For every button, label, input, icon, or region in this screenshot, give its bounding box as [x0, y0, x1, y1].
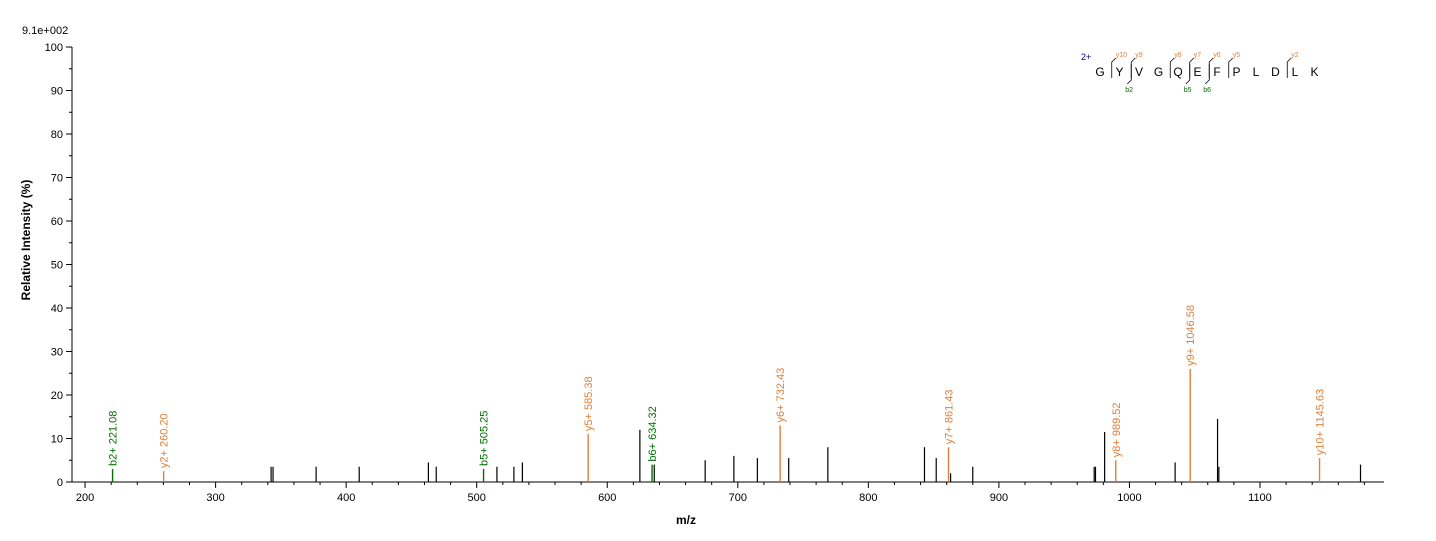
- x-tick-label: 900: [990, 492, 1008, 504]
- peak-label: y9+ 1046.58: [1185, 305, 1197, 366]
- peak-label: b2+ 221.08: [108, 411, 120, 466]
- charge-state: 2+: [1081, 52, 1091, 62]
- y-tick-label: 70: [51, 173, 63, 185]
- peak-label: y6+ 732.43: [775, 368, 787, 423]
- y-ion-label: y10: [1116, 52, 1127, 59]
- peak-label: y7+ 861.43: [944, 389, 956, 444]
- y-tick-label: 10: [51, 434, 63, 446]
- y-ion-label: y8: [1174, 52, 1182, 59]
- sequence-residue: Y: [1115, 65, 1123, 79]
- y-ion-bracket: [1169, 57, 1175, 78]
- y-ion-bracket: [1286, 57, 1292, 78]
- sequence-residue: G: [1095, 65, 1104, 79]
- x-tick-label: 800: [859, 492, 877, 504]
- peak-label: y8+ 989.52: [1111, 403, 1123, 458]
- x-tick-label: 500: [468, 492, 486, 504]
- sequence-residue: L: [1253, 65, 1260, 79]
- sequence-residue: L: [1292, 65, 1299, 79]
- peak-labels: b2+ 221.08 y2+ 260.20 b5+ 505.25 y5+ 585.38…: [108, 305, 1327, 468]
- spectrum-peaks: [111, 368, 1362, 482]
- sequence-residue: G: [1154, 65, 1163, 79]
- b-ion-bracket: [1185, 64, 1191, 85]
- y-ion-bracket: [1111, 57, 1117, 78]
- peak-label: y10+ 1145.63: [1315, 389, 1327, 455]
- axis-ticks: 200 300 400 500 600 700 800 900 1000 1100 0 10 20 30 4…: [45, 42, 1365, 504]
- peak-label: b6+ 634.32: [647, 406, 659, 461]
- x-tick-label: 700: [729, 492, 747, 504]
- intensity-scale-label: 9.1e+002: [22, 25, 68, 37]
- b-ion-label: b5: [1184, 87, 1192, 94]
- y-ion-bracket: [1228, 57, 1234, 78]
- x-tick-label: 200: [76, 492, 94, 504]
- b-ion-label: b2: [1125, 87, 1133, 94]
- y-ion-label: y6: [1213, 52, 1221, 59]
- y-tick-label: 20: [51, 390, 63, 402]
- x-tick-label: 400: [337, 492, 355, 504]
- y-ion-label: y9: [1135, 52, 1143, 59]
- y-tick-label: 40: [51, 303, 63, 315]
- sequence-residue: E: [1193, 65, 1201, 79]
- y-ion-label: y7: [1194, 52, 1202, 59]
- b-ion-bracket: [1204, 64, 1210, 85]
- peak-label: y5+ 585.38: [583, 376, 595, 431]
- peak-label: y2+ 260.20: [159, 413, 171, 468]
- sequence-residue: Q: [1173, 65, 1182, 79]
- sequence-residue: V: [1135, 65, 1143, 79]
- y-tick-label: 100: [45, 42, 63, 54]
- x-axis-title: m/z: [676, 513, 696, 527]
- sequence-residue: K: [1310, 65, 1318, 79]
- sequence-residue: F: [1213, 65, 1220, 79]
- y-ion-label: y5: [1233, 52, 1241, 59]
- sequence-residue: D: [1271, 65, 1280, 79]
- y-ion-label: y2: [1291, 52, 1299, 59]
- y-tick-label: 0: [57, 477, 63, 489]
- peak-label: b5+ 505.25: [479, 411, 491, 466]
- sequence-residue: P: [1232, 65, 1240, 79]
- b-ion-bracket: [1126, 64, 1132, 85]
- y-tick-label: 90: [51, 86, 63, 98]
- b-ion-label: b6: [1203, 87, 1211, 94]
- y-tick-label: 60: [51, 216, 63, 228]
- x-tick-label: 1000: [1117, 492, 1141, 504]
- y-tick-label: 50: [51, 260, 63, 272]
- y-axis-title: Relative Intensity (%): [19, 180, 33, 301]
- x-tick-label: 600: [598, 492, 616, 504]
- x-tick-label: 1100: [1248, 492, 1272, 504]
- y-tick-label: 80: [51, 129, 63, 141]
- y-tick-label: 30: [51, 347, 63, 359]
- x-tick-label: 300: [206, 492, 224, 504]
